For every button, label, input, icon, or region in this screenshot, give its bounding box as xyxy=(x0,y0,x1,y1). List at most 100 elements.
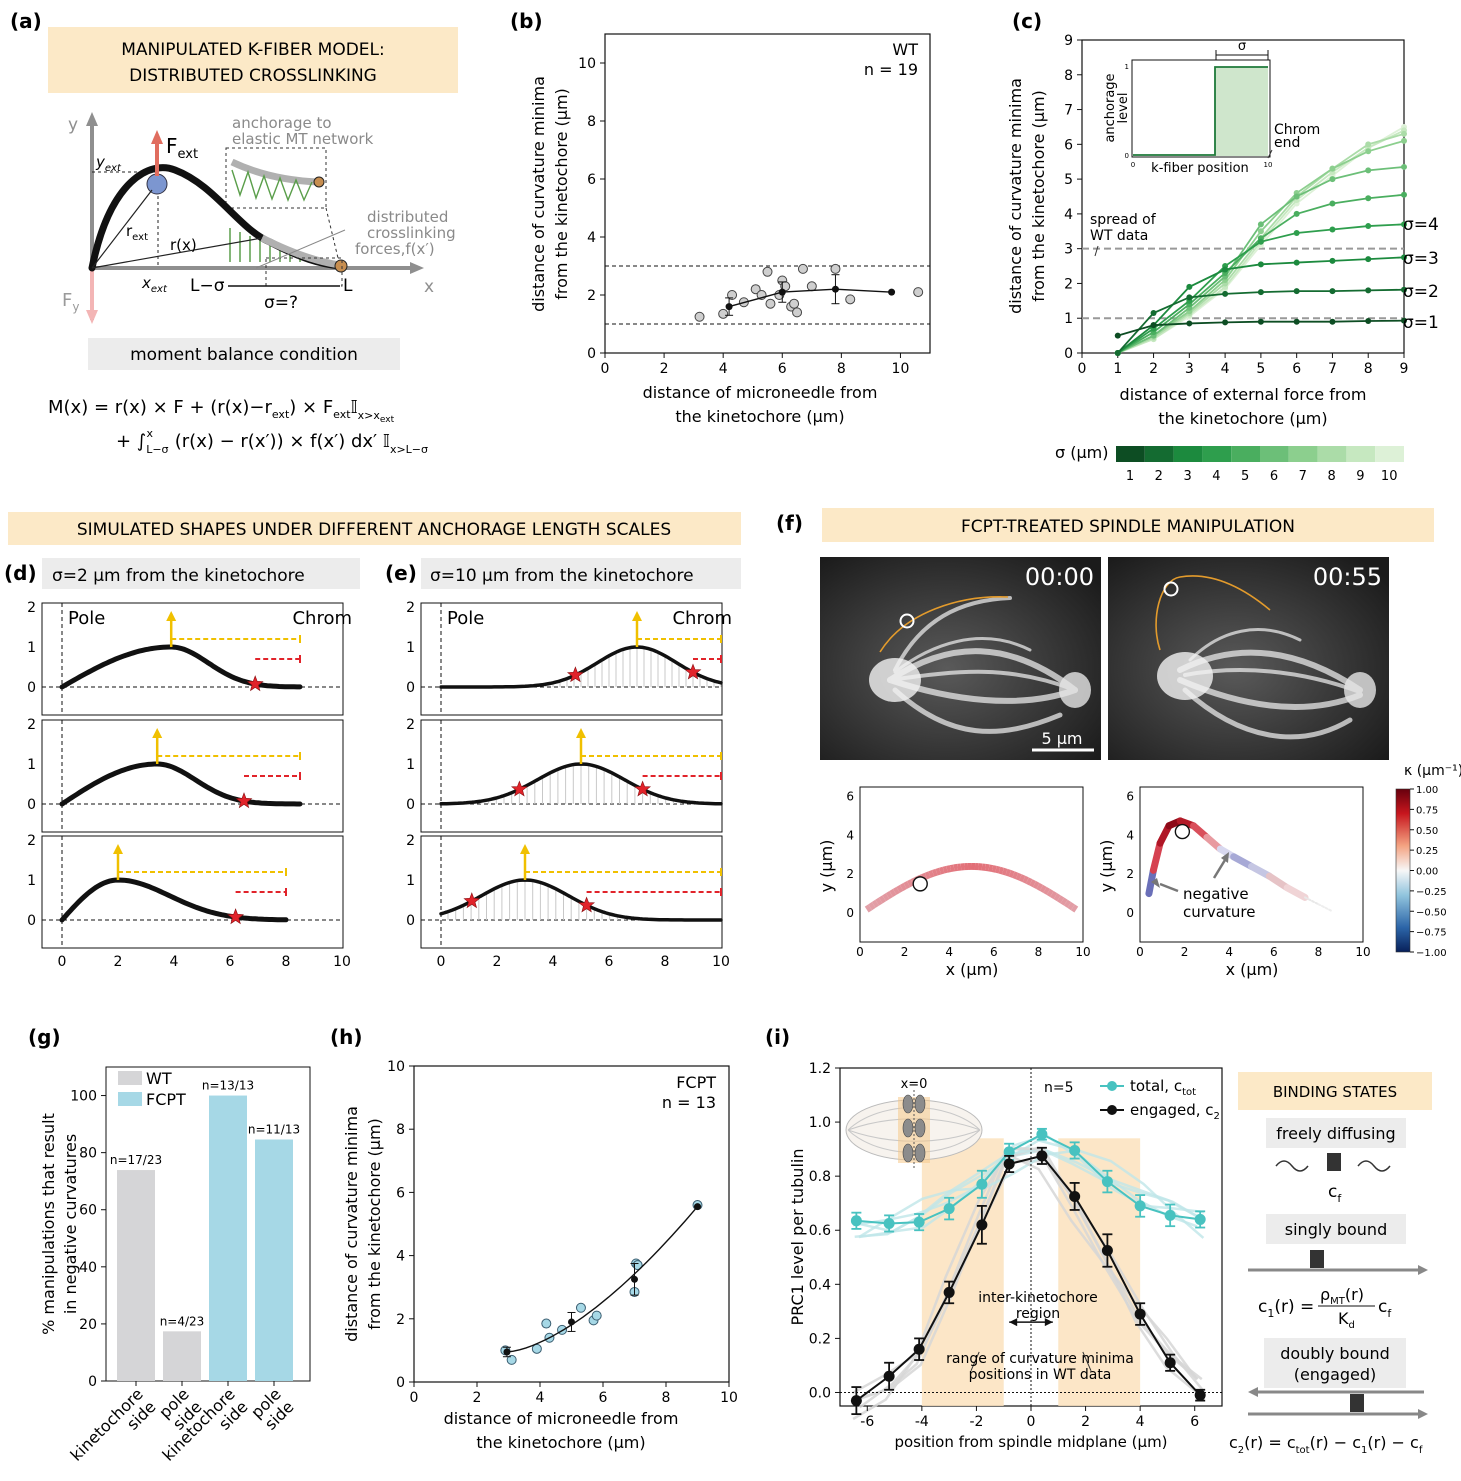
h-ytick-label: 2 xyxy=(396,1312,405,1328)
e-plots-curvature-minimum-star xyxy=(463,892,481,909)
f-negative-pointer-1 xyxy=(1159,882,1179,893)
f-p2-needle xyxy=(1174,823,1191,840)
a-zoom-box xyxy=(265,257,343,287)
c-marks xyxy=(1082,123,1407,356)
e-plots-xtick-label: 2 xyxy=(493,954,502,970)
d-plots: 0 1 2 0 1 2 0 1 2 0 2 4 6 8 10 xyxy=(27,600,351,970)
a-anchorage-end xyxy=(313,176,325,188)
a-fy-arrow-icon xyxy=(86,310,98,324)
e-plots-force-arrow-icon xyxy=(520,844,530,854)
binding-single-box xyxy=(1266,1214,1406,1244)
c-ticks: 0 1 2 3 4 5 6 7 8 9 0 1 2 3 4 5 6 7 8 9 xyxy=(1064,33,1408,377)
f-kappa-tick-label: −0.50 xyxy=(1416,907,1447,918)
binding-single-label: singly bound xyxy=(1285,1220,1387,1239)
d-plots-force-arrow-icon xyxy=(152,728,163,738)
f-p2-xtick-label: 8 xyxy=(1315,945,1323,959)
f-p1-fiber-segment xyxy=(998,866,1004,875)
h-point xyxy=(541,1318,552,1329)
c-inset-ylabel-2: level xyxy=(1116,93,1131,124)
d-plots-force-arrow-icon xyxy=(113,844,123,854)
c-series-point xyxy=(1222,290,1229,297)
d-subtitle-box xyxy=(42,558,360,589)
c-colorbar-tick: 9 xyxy=(1356,469,1364,484)
f-p1-xtick-label: 0 xyxy=(856,945,864,959)
c-series-point xyxy=(1329,200,1336,207)
binding-kd: Kd xyxy=(1338,1309,1355,1331)
i-xtick-label: -4 xyxy=(915,1414,929,1430)
binding-wave-right-icon xyxy=(1357,1160,1391,1172)
a-rx-label: r(x) xyxy=(170,236,197,254)
d-plots-xtick-label: 6 xyxy=(226,954,235,970)
f-p1-fiber-segment xyxy=(1005,868,1012,877)
b-point xyxy=(750,284,761,295)
f-negative-2: curvature xyxy=(1183,903,1255,921)
e-plots-xtick-label: 8 xyxy=(661,954,670,970)
b-axes-frame xyxy=(604,33,931,354)
g-ytick-label: 60 xyxy=(79,1203,97,1219)
c-ytick-label: 8 xyxy=(1064,68,1073,84)
c-series-point xyxy=(1150,322,1157,329)
b-point xyxy=(789,298,800,309)
i-series-point xyxy=(913,1343,925,1355)
c-colorbar-swatch xyxy=(1202,446,1232,462)
d-plots-ytick-label: 0 xyxy=(27,797,36,813)
d-plots-fiber-curve xyxy=(59,761,303,807)
h-point xyxy=(632,1260,643,1271)
a-x-label: x xyxy=(424,277,434,297)
e-plots-curvature-minimum-star xyxy=(566,666,584,683)
i-series-point xyxy=(943,1286,955,1298)
e-plots-curvature-minimum-star xyxy=(634,780,652,797)
h-ytick-label: 0 xyxy=(396,1375,405,1391)
b-ytick-label: 4 xyxy=(587,230,596,246)
h-xtick-label: 0 xyxy=(410,1390,419,1406)
g-bar xyxy=(117,1170,155,1381)
i-xtick-label: -6 xyxy=(860,1414,874,1430)
f-p1-xtick-label: 4 xyxy=(945,945,953,959)
a-crosslink-text1: distributed xyxy=(367,208,448,226)
c-sigma-label-4: σ=4 xyxy=(1403,215,1439,235)
d-plots-ytick-label: 2 xyxy=(27,600,36,616)
i-ytick-label: 0.4 xyxy=(809,1277,831,1293)
d-plots-frame xyxy=(41,719,344,833)
i-series-point xyxy=(850,1395,862,1407)
f-p1-fiber-segment xyxy=(1056,895,1065,904)
a-anchorage-box xyxy=(225,147,327,209)
c-ytick-label: 5 xyxy=(1064,172,1073,188)
binding-free-label: freely diffusing xyxy=(1276,1124,1395,1143)
e-plots-force-arrow-icon xyxy=(632,611,642,621)
i-series-point xyxy=(976,1219,988,1231)
c-series-point xyxy=(1293,288,1300,295)
i-series-point xyxy=(913,1216,925,1228)
f-p1-fiber-segment xyxy=(1022,875,1029,884)
f-p1-fiber-segment xyxy=(1025,877,1033,886)
a-anchorage-network xyxy=(230,158,319,186)
c-colorbar-swatch xyxy=(1288,446,1318,462)
c-ytick-label: 6 xyxy=(1064,137,1073,153)
f-p1-fiber-segment xyxy=(892,886,900,895)
g-bar-label: n=4/23 xyxy=(160,1314,205,1328)
e-plots-ytick-label: 1 xyxy=(406,873,415,889)
e-plots-curvature-minimum-star xyxy=(510,780,528,797)
i-series-point xyxy=(1194,1389,1206,1401)
c-xtick-label: 8 xyxy=(1364,361,1373,377)
i-series-point xyxy=(943,1203,955,1215)
binding-single-protein xyxy=(1310,1250,1324,1268)
f-p2-xtick-label: 10 xyxy=(1355,945,1370,959)
a-x-arrow-icon xyxy=(410,262,424,274)
c-colorbar-swatch xyxy=(1173,446,1203,462)
d-plots-curvature-minimum-star xyxy=(235,792,253,809)
i-ytick-label: 0.8 xyxy=(809,1169,831,1185)
g-legend-wt: WT xyxy=(146,1069,172,1088)
f-plot-2-frame xyxy=(1139,786,1364,943)
c-ylabel-1: distance of curvature minima xyxy=(1006,78,1025,314)
c-series-point xyxy=(1186,294,1193,301)
a-fext-arrow-icon xyxy=(151,130,163,144)
h-axes-frame xyxy=(413,1065,730,1383)
f-kappa-colorbar xyxy=(1395,788,1411,953)
i-series-point xyxy=(1069,1190,1081,1202)
c-colorbar-swatch xyxy=(1260,446,1289,462)
a-fy-label: Fy xyxy=(62,290,79,314)
i-series-point xyxy=(1164,1357,1176,1369)
f-p1-fiber-segment xyxy=(939,866,945,875)
panel-a-banner-line2: DISTRIBUTED CROSSLINKING xyxy=(129,66,377,86)
